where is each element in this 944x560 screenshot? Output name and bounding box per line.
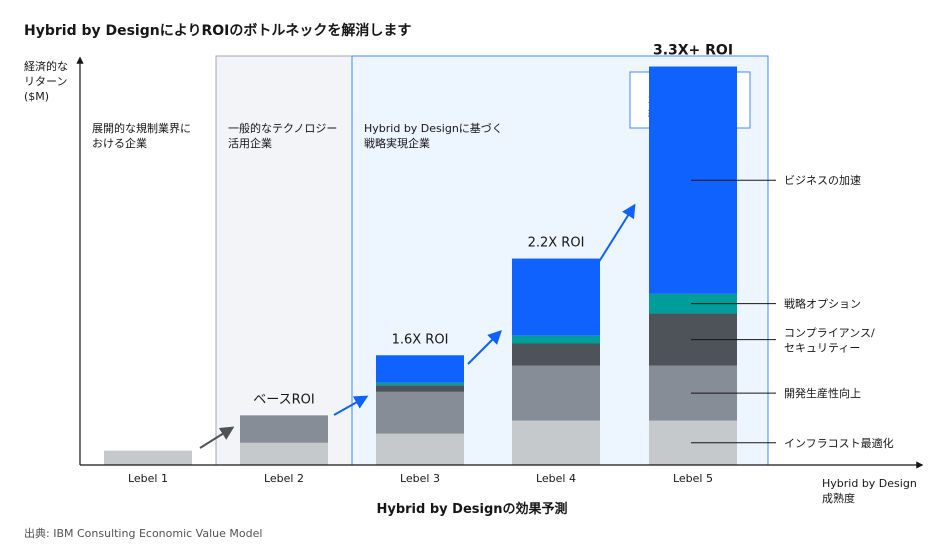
region-label: 戦略実現企業: [364, 136, 430, 150]
region-2-background: [215, 55, 353, 466]
legend-label: 戦略オプション: [784, 297, 861, 311]
legend-label: インフラコスト最適化: [784, 436, 894, 450]
y-axis-label: 経済的な リターン ($M): [24, 59, 68, 104]
bar-segment-infra: [240, 442, 328, 465]
region-label: 展開的な規制業界に: [92, 121, 191, 135]
source-note: 出典: IBM Consulting Economic Value Model: [24, 527, 263, 540]
region-label: おける企業: [92, 136, 147, 150]
bar-segment-business: [376, 355, 464, 383]
roi-label: 1.6X ROI: [392, 332, 449, 347]
legend-label: セキュリティー: [784, 342, 860, 355]
bar-segment-compliance: [512, 343, 600, 366]
x-axis-label-line: Hybrid by Design: [822, 477, 917, 490]
y-axis-label-line: ($M): [24, 90, 50, 103]
x-tick-label: Lebel 4: [536, 472, 576, 485]
x-axis-label: Hybrid by Design 成熟度: [822, 476, 917, 506]
x-tick-label: Lebel 1: [128, 472, 168, 485]
bar-segment-productivity: [376, 391, 464, 434]
progress-arrow: [467, 330, 502, 365]
region-label: 一般的なテクノロジー: [228, 121, 337, 135]
roi-label: 3.3X+ ROI: [653, 43, 733, 59]
bar-segment-compliance: [376, 385, 464, 392]
region-label: 活用企業: [228, 136, 272, 150]
chart-title: Hybrid by DesignによりROIのボトルネックを解消します: [24, 23, 412, 39]
x-tick-label: Lebel 3: [400, 472, 440, 485]
bar-segment-infra: [104, 450, 192, 465]
x-axis-label-line: 成熟度: [822, 492, 855, 505]
bar-segment-productivity: [512, 365, 600, 421]
legend-label: コンプライアンス/: [784, 327, 875, 340]
x-title: Hybrid by Designの効果予測: [376, 502, 568, 517]
progress-arrow: [333, 395, 369, 416]
bar-segment-infra: [512, 420, 600, 465]
bar-segment-business: [512, 258, 600, 336]
legend-label: 開発生産性向上: [784, 386, 861, 400]
bar-segment-productivity: [240, 415, 328, 443]
x-tick-label: Lebel 5: [673, 472, 713, 485]
bar-segment-strategy: [512, 335, 600, 344]
y-axis-label-line: 経済的な: [24, 60, 68, 73]
roi-label: ベースROI: [253, 392, 314, 407]
progress-arrow: [589, 203, 636, 277]
legend-label: ビジネスの加速: [784, 174, 861, 187]
roi-label: 2.2X ROI: [528, 236, 585, 251]
bar-segment-strategy: [376, 382, 464, 386]
y-axis-label-line: リターン: [24, 75, 68, 88]
x-tick-label: Lebel 2: [264, 472, 304, 485]
bar-segment-infra: [376, 433, 464, 465]
progress-arrow: [199, 426, 235, 449]
region-label: Hybrid by Designに基づく: [364, 122, 503, 135]
